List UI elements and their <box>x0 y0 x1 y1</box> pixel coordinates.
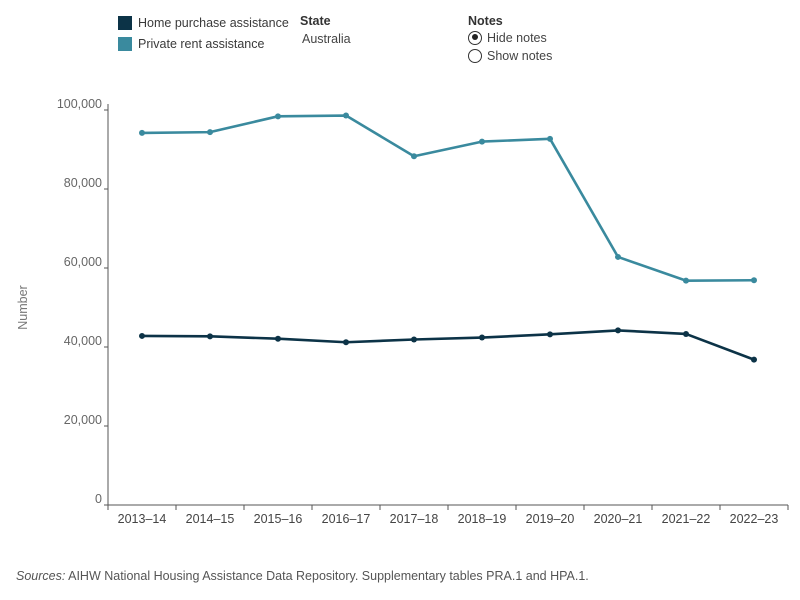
show-notes-radio-icon[interactable] <box>468 48 482 63</box>
series-line-private-rent-assistance <box>141 114 755 282</box>
data-point-home-purchase-assistance <box>547 331 553 338</box>
series-line-home-purchase-assistance <box>141 329 755 361</box>
x-tick-label: 2021–22 <box>662 512 711 526</box>
data-point-home-purchase-assistance <box>479 334 485 341</box>
state-filter-title: State <box>300 14 331 28</box>
show-notes-option[interactable]: Show notes <box>468 47 552 64</box>
data-point-private-rent-assistance <box>547 135 553 142</box>
data-point-private-rent-assistance <box>615 253 621 260</box>
y-tick-label: 20,000 <box>64 413 102 427</box>
data-point-home-purchase-assistance <box>343 339 349 346</box>
y-tick-label: 60,000 <box>64 255 102 269</box>
hide-notes-label: Hide notes <box>487 30 547 45</box>
data-point-private-rent-assistance <box>751 277 757 284</box>
data-point-home-purchase-assistance <box>683 330 689 337</box>
x-tick-label: 2018–19 <box>458 512 507 526</box>
x-tick-label: 2014–15 <box>186 512 235 526</box>
legend-label-home-purchase: Home purchase assistance <box>138 16 289 30</box>
legend-swatch-private-rent <box>118 37 132 51</box>
y-tick-label: 100,000 <box>57 97 102 111</box>
data-point-home-purchase-assistance <box>275 335 281 342</box>
sources-text: AIHW National Housing Assistance Data Re… <box>65 569 589 583</box>
state-filter-value[interactable]: Australia <box>302 32 351 46</box>
data-point-home-purchase-assistance <box>411 336 417 343</box>
legend-item-private-rent[interactable]: Private rent assistance <box>118 34 289 54</box>
state-filter: State Australia <box>300 14 351 46</box>
x-tick-label: 2017–18 <box>390 512 439 526</box>
notes-title: Notes <box>468 14 503 28</box>
notes-toggle: Notes Hide notes Show notes <box>468 14 552 64</box>
data-point-private-rent-assistance <box>139 129 145 136</box>
sources-note: Sources: AIHW National Housing Assistanc… <box>16 569 589 583</box>
data-point-home-purchase-assistance <box>615 327 621 334</box>
y-axis-title: Number <box>16 285 30 329</box>
data-point-private-rent-assistance <box>479 138 485 145</box>
legend-label-private-rent: Private rent assistance <box>138 37 265 51</box>
y-tick-label: 40,000 <box>64 334 102 348</box>
x-tick-label: 2015–16 <box>254 512 303 526</box>
data-point-home-purchase-assistance <box>751 356 757 363</box>
data-point-private-rent-assistance <box>275 113 281 120</box>
x-tick-label: 2019–20 <box>526 512 575 526</box>
x-tick-label: 2022–23 <box>730 512 779 526</box>
hide-notes-radio-icon[interactable] <box>468 30 482 45</box>
x-tick-label: 2016–17 <box>322 512 371 526</box>
data-point-home-purchase-assistance <box>139 332 145 339</box>
data-point-private-rent-assistance <box>207 129 213 136</box>
chart-legend: Home purchase assistance Private rent as… <box>118 13 289 55</box>
data-point-private-rent-assistance <box>683 277 689 284</box>
y-tick-label: 0 <box>95 492 102 506</box>
y-tick-label: 80,000 <box>64 176 102 190</box>
data-point-private-rent-assistance <box>343 112 349 119</box>
x-tick-label: 2013–14 <box>118 512 167 526</box>
line-chart: 0 20,000 40,000 60,000 80,000 100,000 2013–14 2… <box>16 97 789 526</box>
legend-swatch-home-purchase <box>118 16 132 30</box>
legend-item-home-purchase[interactable]: Home purchase assistance <box>118 13 289 33</box>
data-point-private-rent-assistance <box>411 153 417 160</box>
sources-prefix: Sources: <box>16 569 66 583</box>
data-point-home-purchase-assistance <box>207 333 213 340</box>
hide-notes-option[interactable]: Hide notes <box>468 29 552 46</box>
show-notes-label: Show notes <box>487 48 553 63</box>
x-tick-label: 2020–21 <box>594 512 643 526</box>
